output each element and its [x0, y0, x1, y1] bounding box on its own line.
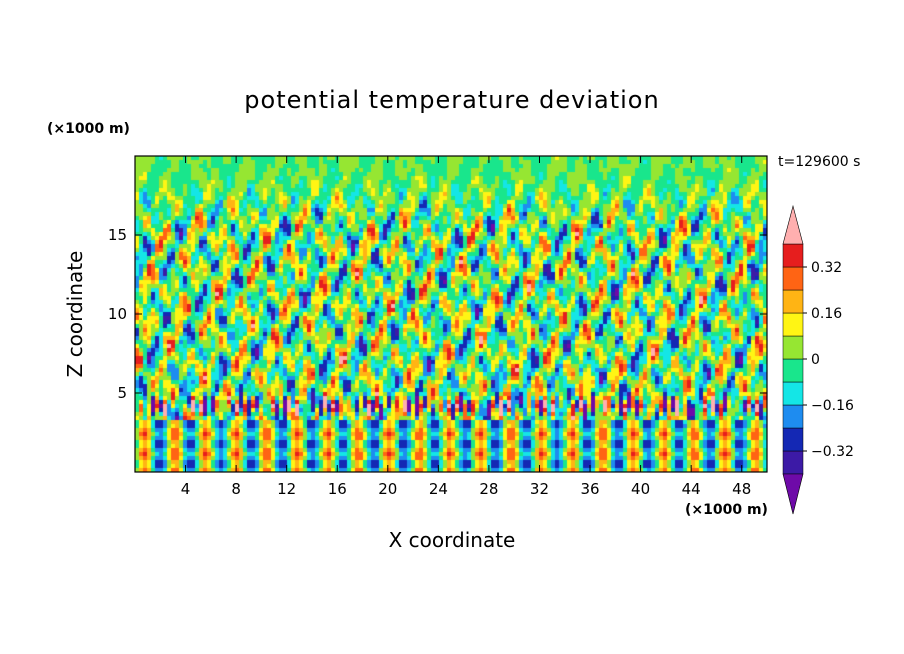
colorbar-swatch — [782, 427, 804, 452]
x-tick-label: 32 — [530, 480, 549, 498]
time-annotation: t=129600 s — [778, 154, 861, 170]
x-tick-label: 8 — [231, 480, 241, 498]
x-tick-label: 28 — [479, 480, 498, 498]
colorbar: 0.32 0.16 0 −0.16 −0.32 — [782, 204, 854, 515]
x-tick-label: 16 — [328, 480, 347, 498]
y-tick-label: 15 — [108, 226, 127, 244]
x-tick-label: 4 — [181, 480, 191, 498]
chart-title: potential temperature deviation — [244, 86, 660, 114]
colorbar-swatch — [782, 335, 804, 360]
colorbar-min-arrow — [782, 473, 804, 515]
colorbar-tick-label: −0.32 — [811, 444, 854, 460]
colorbar-swatch — [782, 289, 804, 314]
contour-image — [135, 156, 767, 472]
x-tick-label: 24 — [429, 480, 448, 498]
x-unit-label: (×1000 m) — [685, 502, 768, 518]
colorbar-swatch — [782, 381, 804, 406]
x-axis: 4 8 12 16 20 24 28 32 36 40 44 48 — [181, 156, 751, 498]
x-tick-label: 40 — [631, 480, 650, 498]
colorbar-max-arrow — [782, 204, 804, 245]
colorbar-swatch — [782, 312, 804, 337]
colorbar-swatch — [782, 266, 804, 291]
colorbar-tick-label: 0.32 — [811, 260, 842, 276]
x-tick-label: 12 — [277, 480, 296, 498]
y-unit-label: (×1000 m) — [47, 121, 130, 137]
y-axis-label: Z coordinate — [63, 250, 87, 378]
x-tick-label: 44 — [682, 480, 701, 498]
x-tick-label: 20 — [378, 480, 397, 498]
contour-field — [135, 156, 767, 472]
colorbar-swatch — [782, 450, 804, 475]
y-axis: 5 10 15 — [108, 226, 767, 402]
colorbar-tick-label: 0 — [811, 352, 820, 368]
colorbar-swatch — [782, 358, 804, 383]
x-tick-label: 48 — [732, 480, 751, 498]
y-tick-label: 10 — [108, 305, 127, 323]
colorbar-tick-label: −0.16 — [811, 398, 854, 414]
x-tick-label: 36 — [580, 480, 599, 498]
y-tick-label: 5 — [117, 384, 127, 402]
colorbar-swatch — [782, 243, 804, 268]
x-axis-label: X coordinate — [388, 528, 516, 552]
colorbar-tick-label: 0.16 — [811, 306, 842, 322]
colorbar-swatch — [782, 404, 804, 429]
